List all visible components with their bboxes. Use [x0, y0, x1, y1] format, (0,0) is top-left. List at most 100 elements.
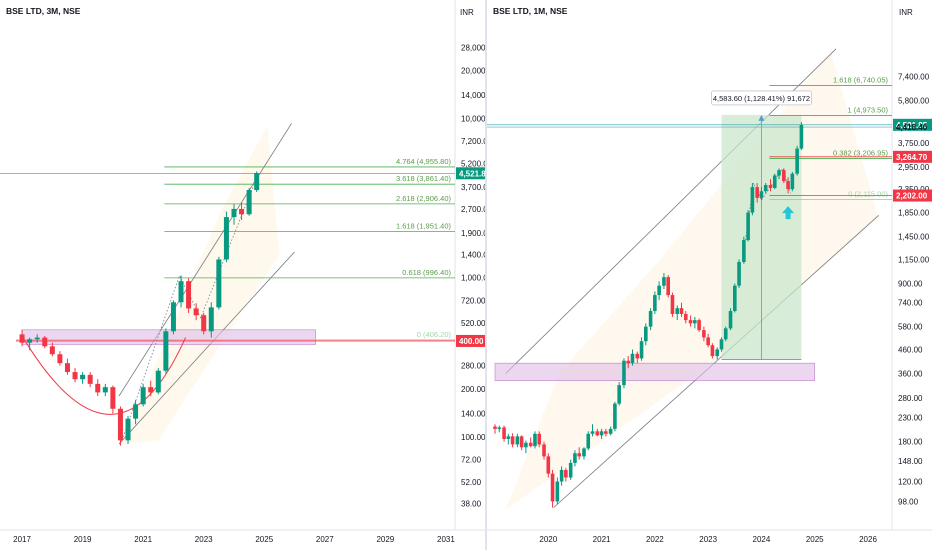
chart-1m-canvas[interactable]: 7,400.005,800.003,750.002,950.002,350.00… [487, 0, 932, 550]
fib-level-label: 3.618 (3,861.40) [396, 174, 452, 183]
chart-panel-1m[interactable]: 7,400.005,800.003,750.002,950.002,350.00… [487, 0, 932, 550]
time-tick-label: 2025 [806, 535, 824, 544]
candle-body [617, 385, 621, 404]
candle-body [27, 339, 33, 343]
price-tick-label: 1,450.00 [898, 233, 930, 242]
channel-band [505, 51, 879, 510]
candle-body [719, 339, 724, 350]
channel-upper-line [118, 123, 292, 397]
candle-body [755, 187, 759, 198]
candle-body [777, 170, 781, 176]
measure-arrow-head [758, 114, 765, 121]
measure-label-box [711, 90, 812, 106]
price-tick-label: 20,000.00 [461, 67, 485, 76]
candle-body [622, 360, 626, 386]
candle-body [772, 175, 777, 188]
candle-body [786, 181, 790, 190]
chart-panel-3m[interactable]: 28,000.00 20,000.00 14,000.00 10,000.00 7,20… [0, 0, 485, 550]
price-tick-label: 7,400.00 [898, 72, 930, 81]
price-tag-bg [893, 150, 932, 163]
price-tick-label: 3,700.00 [461, 183, 485, 192]
candle-body [148, 387, 154, 393]
candle-body [746, 212, 750, 241]
price-tick-label: 180.00 [898, 438, 923, 447]
fib-level-label: 0.618 (996.40) [402, 268, 451, 277]
fib-level-label: 1.618 (1,951.40) [396, 221, 452, 230]
price-tag-bg [456, 167, 485, 180]
support-zone [21, 329, 317, 345]
currency-label: INR [899, 8, 913, 17]
price-tag: 4,521.85 [459, 169, 485, 178]
channel-lower-line [553, 215, 879, 508]
price-tick-label: 2,950.00 [898, 163, 930, 172]
chart-3m-canvas[interactable]: 28,000.00 20,000.00 14,000.00 10,000.00 7,20… [0, 0, 485, 550]
candle-body [510, 436, 515, 445]
candle-body [799, 124, 804, 149]
candle-body [795, 148, 799, 174]
price-tick-label: 72.00 [461, 455, 482, 464]
candle-body [582, 448, 586, 457]
candle-body [231, 208, 237, 218]
candle-body [493, 426, 497, 429]
fib-level-label: 0 (2,115.00) [848, 189, 888, 198]
panel-divider[interactable] [485, 0, 487, 550]
channel-lower-line [118, 251, 295, 445]
candle-body [630, 353, 635, 364]
price-tick-label: 460.00 [898, 345, 923, 354]
candle-body [506, 436, 511, 439]
time-tick-label: 2025 [255, 535, 273, 544]
time-tick-label: 2017 [13, 535, 31, 544]
candle-body [608, 428, 613, 434]
fib-level-label: 0.382 (3,206.95) [833, 149, 889, 158]
candle-body [80, 374, 86, 380]
price-tag: 4,521.85 [896, 121, 928, 130]
price-tag: 4,418.40 [896, 123, 928, 132]
price-tag-bg [893, 189, 932, 202]
candle-body [19, 334, 25, 343]
chart-title: BSE LTD, 3M, NSE [6, 6, 81, 16]
candle-body [728, 311, 733, 329]
candle-body [155, 370, 161, 393]
price-tick-label: 7,200.00 [461, 137, 485, 146]
candle-body [64, 363, 70, 373]
price-tick-label: 1,400.00 [461, 250, 485, 259]
price-tick-label: 230.00 [898, 414, 923, 423]
candle-body [34, 337, 40, 340]
candle-body [604, 431, 608, 434]
candle-body [613, 403, 617, 429]
candle-body [706, 337, 710, 346]
candle-body [750, 187, 755, 213]
candle-body [697, 320, 701, 331]
candle-body [715, 349, 720, 357]
price-tick-label: 1,000.00 [461, 274, 485, 283]
price-tick-label: 28,000.00 [461, 43, 485, 52]
candle-body [49, 346, 55, 355]
price-tick-label: 360.00 [898, 370, 923, 379]
candle-body [679, 308, 684, 314]
candle-body [639, 341, 644, 359]
candle-body [72, 372, 78, 380]
candle-body [537, 433, 542, 445]
candle-body [178, 281, 184, 303]
candle-body [586, 433, 591, 449]
fib-level-label: 2.618 (2,906.40) [396, 194, 452, 203]
candle-body [201, 315, 207, 332]
time-tick-label: 2020 [539, 535, 557, 544]
price-tick-label: 140.00 [461, 410, 485, 419]
price-tick-label: 14,000.00 [461, 91, 485, 100]
candle-body [216, 259, 222, 308]
price-tag-bg [893, 118, 932, 131]
candle-body [790, 173, 795, 190]
candle-body [732, 285, 737, 312]
candle-body [599, 431, 604, 436]
time-tick-label: 2019 [74, 535, 92, 544]
fib-level-label: 0 (406.20) [417, 330, 452, 339]
candle-body [519, 436, 524, 448]
time-tick-label: 2022 [646, 535, 664, 544]
time-tick-label: 2026 [859, 535, 877, 544]
candle-body [635, 353, 640, 359]
price-tick-label: 1,900.00 [461, 229, 485, 238]
candle-body [644, 326, 648, 342]
candle-body [223, 217, 229, 260]
support-zone [494, 362, 816, 381]
